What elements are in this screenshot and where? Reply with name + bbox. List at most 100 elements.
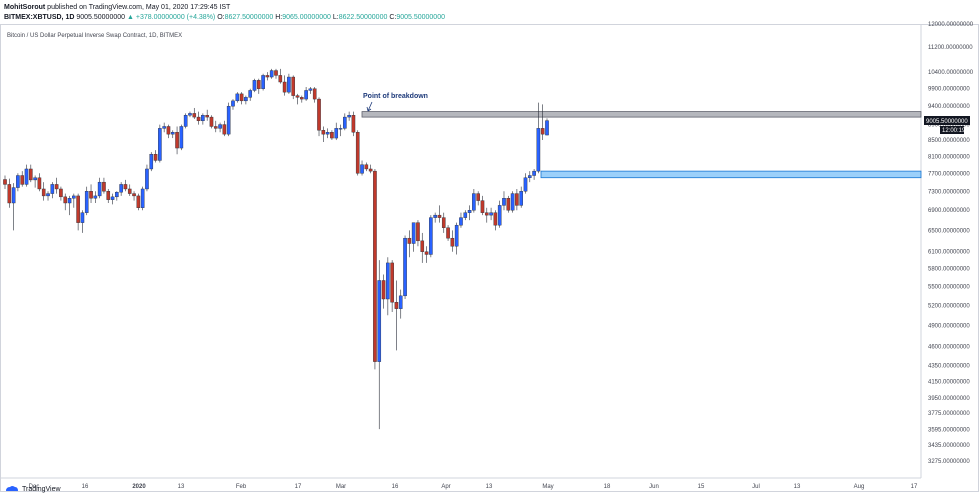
candle-up[interactable]	[527, 175, 532, 178]
candle-down[interactable]	[29, 168, 33, 181]
candle-down[interactable]	[175, 132, 179, 149]
candle-down[interactable]	[540, 128, 545, 135]
candle-down[interactable]	[390, 262, 394, 303]
candle-down[interactable]	[295, 95, 300, 98]
candle-down[interactable]	[41, 188, 46, 197]
candle-down[interactable]	[437, 214, 442, 218]
candle-down[interactable]	[364, 164, 369, 170]
candle-down[interactable]	[123, 184, 128, 190]
candle-up[interactable]	[72, 195, 76, 199]
candle-up[interactable]	[325, 132, 330, 135]
support-zone[interactable]	[540, 170, 922, 179]
candle-up[interactable]	[201, 115, 205, 122]
chart-frame[interactable]	[0, 24, 979, 492]
candle-down[interactable]	[407, 237, 412, 244]
candle-down[interactable]	[480, 200, 485, 213]
candle-up[interactable]	[84, 191, 89, 213]
candle-up[interactable]	[252, 80, 257, 91]
candle-up[interactable]	[398, 295, 403, 309]
candle-down[interactable]	[484, 212, 489, 216]
candle-up[interactable]	[523, 177, 528, 192]
resistance-zone[interactable]	[361, 111, 922, 118]
candle-up[interactable]	[93, 195, 98, 199]
candle-up[interactable]	[67, 198, 72, 204]
candle-up[interactable]	[308, 88, 313, 91]
candle-up[interactable]	[33, 177, 37, 181]
candle-up[interactable]	[459, 217, 463, 226]
candle-down[interactable]	[127, 188, 132, 194]
candle-down[interactable]	[351, 115, 356, 133]
candle-down[interactable]	[222, 124, 227, 135]
candle-up[interactable]	[97, 181, 102, 197]
candle-down[interactable]	[450, 237, 455, 247]
candle-down[interactable]	[321, 130, 326, 135]
candle-down[interactable]	[76, 195, 80, 223]
candle-up[interactable]	[411, 222, 416, 244]
candle-up[interactable]	[261, 75, 265, 89]
candle-down[interactable]	[291, 76, 296, 96]
candle-up[interactable]	[149, 153, 154, 170]
candle-up[interactable]	[188, 113, 192, 116]
candle-up[interactable]	[115, 191, 119, 198]
candle-down[interactable]	[256, 80, 261, 89]
candle-up[interactable]	[226, 105, 231, 135]
candle-up[interactable]	[179, 126, 184, 149]
candle-up[interactable]	[497, 205, 502, 226]
candle-up[interactable]	[467, 210, 472, 213]
candle-down[interactable]	[424, 251, 429, 255]
candle-down[interactable]	[3, 179, 7, 185]
candle-down[interactable]	[381, 280, 386, 300]
candle-up[interactable]	[183, 115, 188, 127]
candle-down[interactable]	[282, 81, 287, 93]
candle-down[interactable]	[515, 193, 519, 206]
candle-up[interactable]	[502, 198, 506, 206]
candle-up[interactable]	[162, 126, 166, 129]
candle-up[interactable]	[386, 262, 390, 300]
candle-up[interactable]	[170, 132, 175, 135]
candle-up[interactable]	[343, 116, 347, 129]
candle-up[interactable]	[532, 170, 536, 176]
candle-down[interactable]	[278, 75, 283, 83]
candle-up[interactable]	[403, 237, 407, 297]
candle-up[interactable]	[489, 212, 493, 216]
candle-down[interactable]	[106, 191, 111, 200]
candle-up[interactable]	[454, 224, 459, 247]
candle-up[interactable]	[377, 280, 382, 362]
tradingview-brand[interactable]: TradingView	[22, 485, 61, 493]
candle-down[interactable]	[373, 170, 377, 362]
candle-down[interactable]	[476, 193, 480, 201]
candle-up[interactable]	[80, 212, 85, 223]
candle-down[interactable]	[89, 191, 93, 199]
candle-up[interactable]	[334, 128, 339, 139]
candle-down[interactable]	[136, 195, 141, 208]
candle-down[interactable]	[153, 153, 158, 161]
candle-down[interactable]	[37, 177, 42, 190]
candle-down[interactable]	[196, 116, 201, 122]
candle-down[interactable]	[192, 113, 197, 118]
candle-up[interactable]	[510, 193, 515, 211]
candle-down[interactable]	[239, 93, 244, 102]
candle-down[interactable]	[300, 97, 304, 100]
candle-down[interactable]	[312, 88, 317, 100]
candle-down[interactable]	[355, 132, 360, 174]
candle-down[interactable]	[209, 116, 214, 127]
candle-up[interactable]	[24, 168, 29, 185]
candle-down[interactable]	[446, 227, 450, 239]
candle-up[interactable]	[158, 128, 162, 161]
candle-down[interactable]	[7, 184, 12, 204]
candle-up[interactable]	[231, 100, 235, 107]
candle-up[interactable]	[218, 124, 222, 129]
candle-down[interactable]	[493, 212, 498, 226]
candle-up[interactable]	[119, 184, 123, 193]
candle-up[interactable]	[304, 90, 308, 100]
candle-up[interactable]	[360, 164, 364, 174]
candle-up[interactable]	[519, 191, 523, 206]
candle-up[interactable]	[110, 196, 115, 200]
candle-up[interactable]	[50, 184, 55, 194]
candle-up[interactable]	[545, 120, 549, 136]
candle-down[interactable]	[441, 217, 446, 228]
candle-down[interactable]	[102, 181, 106, 192]
candle-up[interactable]	[235, 93, 240, 102]
candle-up[interactable]	[269, 70, 274, 78]
candle-up[interactable]	[463, 212, 468, 218]
